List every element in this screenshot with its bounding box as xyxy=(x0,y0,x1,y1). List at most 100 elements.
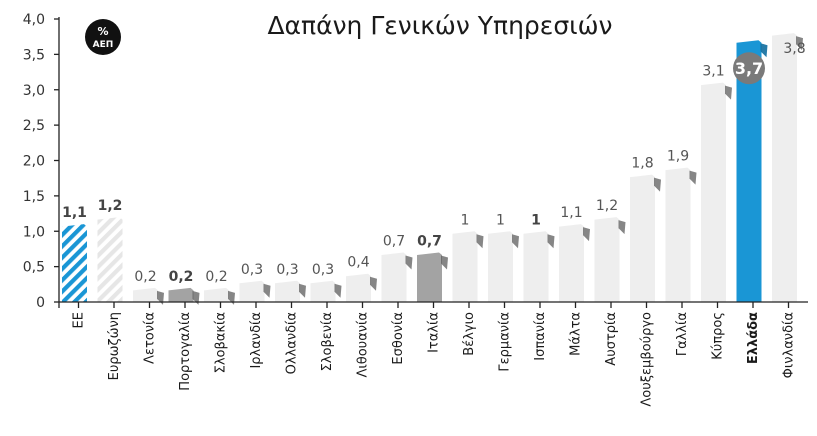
bar xyxy=(346,273,371,302)
bar-fold xyxy=(760,43,768,58)
category-label: Κύπρος xyxy=(711,312,726,360)
bar xyxy=(523,231,549,302)
chart-title: Δαπάνη Γενικών Υπηρεσιών xyxy=(267,11,612,40)
bar xyxy=(275,280,300,302)
bar xyxy=(452,231,478,302)
unit-badge-label: ΑΕΠ xyxy=(93,40,114,50)
unit-badge-symbol: % xyxy=(97,25,108,38)
bar-fold xyxy=(299,283,306,298)
bar xyxy=(310,280,336,302)
value-label: 0,3 xyxy=(312,262,334,278)
bar-fold xyxy=(157,290,164,305)
bar-fold xyxy=(405,255,413,270)
bar xyxy=(133,287,158,302)
y-tick-label: 2,0 xyxy=(23,154,45,170)
bar xyxy=(168,287,194,302)
bar xyxy=(630,174,655,302)
category-label: Σλοβενία xyxy=(320,312,335,371)
value-label: 0,7 xyxy=(383,233,405,249)
value-label: 1,1 xyxy=(560,205,582,221)
bar xyxy=(736,40,762,302)
bar xyxy=(488,231,513,302)
category-label: Φινλανδία xyxy=(782,312,797,378)
bar xyxy=(594,217,620,302)
bar xyxy=(772,33,797,303)
value-label: 1,2 xyxy=(596,198,618,214)
category-label: ΕΕ xyxy=(72,312,87,328)
category-label: Μάλτα xyxy=(569,312,584,356)
category-label: Λουξεμβούργο xyxy=(640,312,655,407)
value-label: 3,8 xyxy=(783,41,805,57)
value-label: 1,2 xyxy=(98,198,123,214)
bar xyxy=(239,280,265,302)
category-label: Ιταλία xyxy=(427,312,442,353)
category-label: Ιρλανδία xyxy=(249,312,264,369)
value-label-badge xyxy=(733,52,765,85)
category-label: Ελλάδα xyxy=(746,312,761,364)
bar xyxy=(381,252,407,302)
category-label: Γαλλία xyxy=(675,312,690,356)
x-axis: ΕΕ Ευρωζώνη Λετονία Πορτογαλία Σλοβακία Ιρλαν… xyxy=(59,301,808,407)
value-label: 3,1 xyxy=(702,64,724,80)
y-tick-label: 2,5 xyxy=(23,118,45,134)
category-label: Γερμανία xyxy=(498,312,513,372)
bar-fold xyxy=(796,36,803,51)
category-label: Ισπανία xyxy=(533,312,548,361)
bars: 1,1 1,2 0,2 0,2 0,2 0,3 0,3 0,3 0,4 0,7 0,7 1 1 1 1,1 1… xyxy=(62,33,806,305)
bar-fold xyxy=(263,283,271,298)
bar-fold xyxy=(725,85,732,100)
value-label: 0,4 xyxy=(347,255,369,271)
bar-fold xyxy=(689,170,697,185)
value-label: 1,9 xyxy=(667,149,689,165)
y-tick-label: 0 xyxy=(36,295,45,311)
bar-fold xyxy=(654,177,661,192)
category-label: Λιθουανία xyxy=(356,312,371,378)
category-label: Σλοβακία xyxy=(214,312,229,373)
y-tick-label: 3,0 xyxy=(23,83,45,99)
bar xyxy=(97,217,123,302)
category-label: Πορτογαλία xyxy=(178,312,193,391)
category-label: Εσθονία xyxy=(391,312,406,365)
bar xyxy=(701,82,726,302)
y-tick-label: 1,5 xyxy=(23,189,45,205)
bar xyxy=(62,224,87,302)
value-label: 0,3 xyxy=(276,262,298,278)
y-tick-label: 3,5 xyxy=(23,47,45,63)
bar-fold xyxy=(583,227,590,242)
bar xyxy=(204,287,229,302)
y-tick-label: 4,0 xyxy=(23,12,45,28)
value-label: 1,8 xyxy=(631,156,653,172)
bar-fold xyxy=(618,220,626,235)
value-label: 1 xyxy=(531,212,541,228)
value-label: 0,2 xyxy=(169,269,194,285)
category-label: Βέλγιο xyxy=(462,312,477,356)
bar-fold xyxy=(441,255,448,270)
unit-badge-circle xyxy=(85,19,121,55)
category-label: Αυστρία xyxy=(604,312,619,366)
value-label: 0,3 xyxy=(241,262,263,278)
bar xyxy=(665,167,691,302)
value-label: 0,2 xyxy=(134,269,156,285)
value-label: 1 xyxy=(496,212,505,228)
y-axis: 0 0,5 1,0 1,5 2,0 2,5 3,0 3,5 4,0 xyxy=(23,12,60,311)
bar-fold xyxy=(334,283,342,298)
category-label: Ευρωζώνη xyxy=(107,312,122,380)
bar-fold xyxy=(547,234,555,249)
value-label: 0,2 xyxy=(205,269,227,285)
unit-badge: % ΑΕΠ xyxy=(85,19,121,55)
bar-fold xyxy=(192,290,200,305)
value-label: 1 xyxy=(461,212,470,228)
bar-fold xyxy=(512,234,519,249)
bar-fold xyxy=(476,234,484,249)
bar xyxy=(417,252,442,302)
bar xyxy=(559,224,584,302)
y-tick-label: 1,0 xyxy=(23,224,45,240)
bar-fold xyxy=(370,276,377,291)
value-label: 3,7 xyxy=(735,59,763,78)
category-label: Ολλανδία xyxy=(285,312,300,374)
bar-fold xyxy=(228,290,235,305)
category-label: Λετονία xyxy=(143,312,158,364)
value-label: 1,1 xyxy=(62,205,87,221)
